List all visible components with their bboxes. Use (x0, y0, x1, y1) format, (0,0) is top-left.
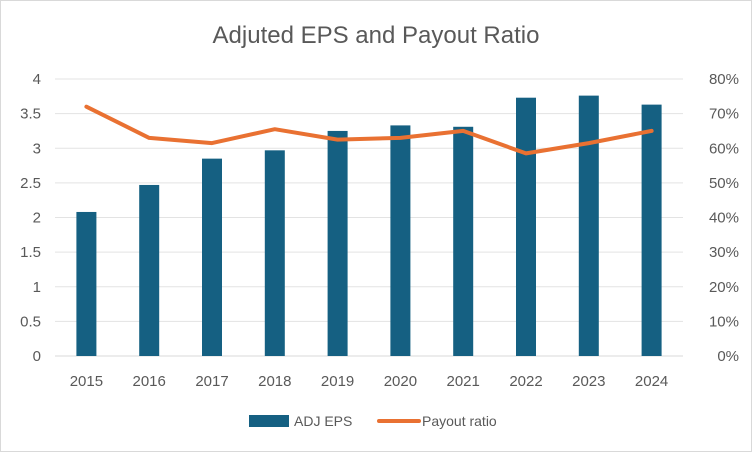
right-axis-tick-label: 50% (709, 175, 739, 192)
left-axis-tick-label: 0 (33, 348, 41, 365)
x-axis: 2015 2016 2017 2018 2019 2020 2021 2022 2023 2024 (70, 373, 669, 390)
x-axis-tick-label: 2018 (258, 373, 291, 390)
bar-adj-eps (453, 126, 474, 356)
x-axis-tick-label: 2023 (572, 373, 605, 390)
bar-adj-eps (264, 150, 285, 356)
line-series (84, 104, 654, 156)
right-axis-tick-label: 10% (709, 313, 739, 330)
bar-adj-eps (516, 97, 536, 356)
line-payout-ratio (84, 104, 654, 156)
left-axis: 0 0.5 1 1.5 2 2.5 3 3.5 4 (20, 71, 41, 365)
legend-label-adj-eps: ADJ EPS (294, 413, 352, 429)
right-axis-tick-label: 60% (709, 140, 739, 157)
left-axis-tick-label: 1.5 (20, 244, 41, 261)
right-axis-tick-label: 40% (709, 210, 739, 227)
legend-swatch-adj-eps (249, 415, 289, 427)
right-axis: 0% 10% 20% 30% 40% 50% 60% 70% 80% (709, 71, 739, 365)
bar-series (76, 95, 662, 357)
legend: ADJ EPS Payout ratio (249, 413, 497, 429)
x-axis-tick-label: 2016 (133, 373, 166, 390)
bar-adj-eps (202, 158, 222, 356)
bar-adj-eps (327, 130, 348, 356)
x-axis-tick-label: 2022 (509, 373, 542, 390)
bar-adj-eps (76, 211, 97, 356)
gridlines (55, 78, 683, 357)
x-axis-tick-label: 2021 (447, 373, 480, 390)
right-axis-tick-label: 30% (709, 244, 739, 261)
x-axis-tick-label: 2015 (70, 373, 103, 390)
right-axis-tick-label: 0% (717, 348, 739, 365)
bar-adj-eps (390, 125, 411, 357)
x-axis-tick-label: 2017 (195, 373, 228, 390)
left-axis-tick-label: 4 (33, 71, 41, 88)
x-axis-tick-label: 2019 (321, 373, 354, 390)
left-axis-tick-label: 3.5 (20, 106, 41, 123)
right-axis-tick-label: 20% (709, 279, 739, 296)
left-axis-tick-label: 1 (33, 279, 41, 296)
left-axis-tick-label: 2 (33, 210, 41, 227)
bar-adj-eps (578, 95, 599, 357)
left-axis-tick-label: 2.5 (20, 175, 41, 192)
x-axis-tick-label: 2020 (384, 373, 417, 390)
right-axis-tick-label: 70% (709, 106, 739, 123)
bar-adj-eps (641, 104, 662, 356)
left-axis-tick-label: 0.5 (20, 313, 41, 330)
right-axis-tick-label: 80% (709, 71, 739, 88)
left-axis-tick-label: 3 (33, 140, 41, 157)
bar-adj-eps (139, 184, 160, 356)
legend-label-payout-ratio: Payout ratio (422, 413, 497, 429)
x-axis-tick-label: 2024 (635, 373, 668, 390)
chart-title: Adjuted EPS and Payout Ratio (213, 22, 540, 49)
